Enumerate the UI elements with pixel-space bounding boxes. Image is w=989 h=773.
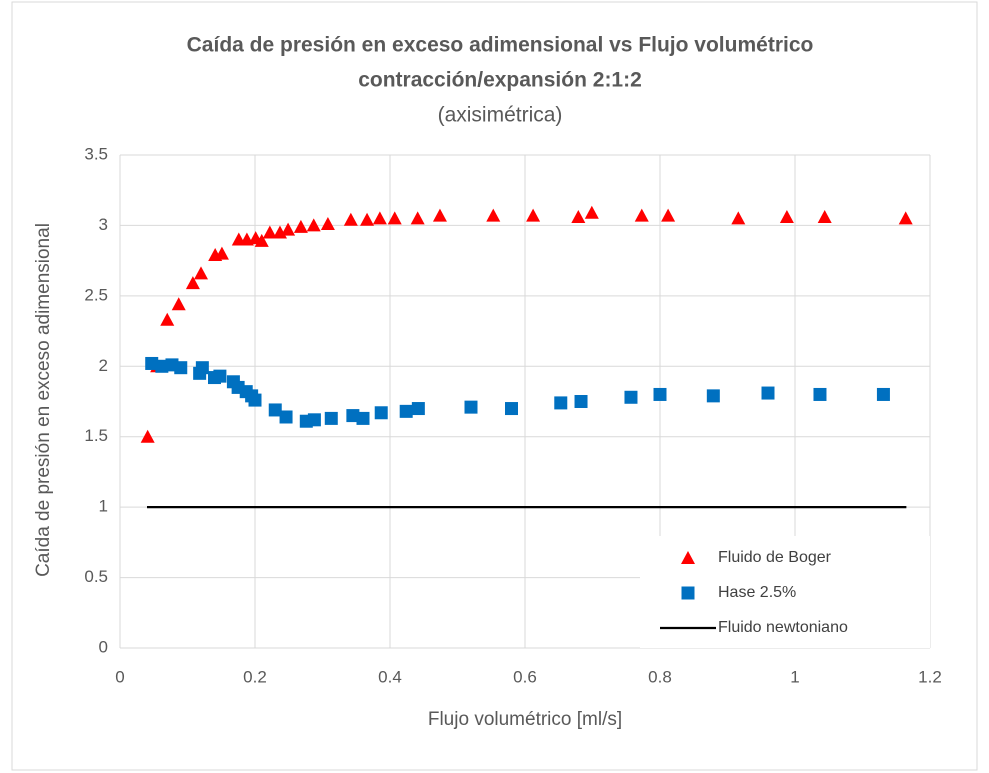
chart-title: contracción/expansión 2:1:2 [358, 69, 642, 92]
square-marker [145, 356, 159, 370]
triangle-marker [372, 211, 387, 225]
y-tick-label: 3.5 [84, 144, 108, 163]
square-marker [195, 361, 209, 375]
x-tick-label: 0.4 [378, 667, 402, 686]
legend-label: Fluido de Boger [718, 549, 832, 566]
legend-label: Fluido newtoniano [718, 619, 848, 636]
legend-marker [681, 586, 695, 600]
triangle-marker [410, 211, 425, 225]
square-marker [346, 409, 360, 423]
triangle-marker [731, 211, 746, 225]
triangle-marker [214, 246, 229, 260]
square-marker [574, 395, 588, 408]
triangle-marker [526, 208, 541, 222]
triangle-marker [281, 222, 296, 236]
square-marker [624, 390, 638, 404]
square-marker [399, 404, 413, 418]
square-marker [356, 411, 370, 425]
triangle-marker [254, 233, 269, 247]
square-marker [761, 386, 775, 400]
triangle-marker [160, 312, 175, 326]
chart-subtitle: (axisimétrica) [438, 104, 563, 127]
square-marker [248, 393, 262, 407]
square-marker [554, 396, 568, 410]
square-marker [174, 361, 188, 375]
square-marker [464, 400, 478, 414]
triangle-marker [306, 218, 321, 232]
triangle-marker [898, 211, 913, 225]
triangle-marker [293, 219, 308, 233]
x-tick-label: 0.2 [243, 667, 267, 686]
y-tick-label: 1.5 [84, 426, 108, 445]
x-tick-label: 1.2 [918, 667, 942, 686]
triangle-marker [661, 208, 676, 222]
triangle-marker [171, 297, 186, 311]
square-marker [653, 387, 667, 401]
square-marker [307, 413, 321, 427]
triangle-marker [634, 208, 649, 222]
square-marker [324, 411, 338, 425]
triangle-marker [584, 205, 599, 219]
square-marker [268, 403, 282, 417]
legend: Fluido de Boger Hase 2.5% Fluido newtonian… [640, 536, 930, 648]
square-marker [813, 387, 827, 401]
square-marker [155, 359, 169, 373]
y-tick-label: 2 [99, 356, 108, 375]
y-tick-label: 1 [99, 497, 108, 516]
square-marker [279, 410, 293, 424]
triangle-marker [387, 211, 402, 225]
square-marker [411, 402, 425, 416]
y-tick-label: 0.5 [84, 567, 108, 586]
legend-marker [681, 551, 695, 564]
triangle-marker [432, 208, 447, 222]
x-tick-label: 0.8 [648, 667, 672, 686]
legend-label: Hase 2.5% [718, 584, 796, 601]
triangle-marker [194, 266, 208, 280]
x-tick-label: 1 [790, 667, 799, 686]
triangle-marker [262, 225, 277, 239]
triangle-marker [779, 209, 794, 223]
y-tick-label: 2.5 [84, 285, 108, 304]
triangle-marker [140, 429, 155, 443]
y-tick-label: 3 [99, 215, 108, 234]
x-axis-label: Flujo volumétrico [ml/s] [428, 709, 622, 730]
square-marker [706, 389, 720, 403]
square-marker [374, 406, 388, 420]
triangle-marker [185, 276, 200, 290]
chart-title: Caída de presión en exceso adimensional … [187, 34, 814, 57]
square-marker [213, 369, 227, 383]
triangle-marker [817, 209, 832, 223]
triangle-marker [571, 209, 586, 223]
triangle-marker [343, 212, 358, 226]
triangle-marker [320, 217, 335, 231]
square-marker [876, 387, 890, 401]
triangle-marker [360, 212, 375, 226]
x-tick-label: 0.6 [513, 667, 537, 686]
x-tick-label: 0 [115, 667, 124, 686]
triangle-marker [486, 208, 501, 222]
y-tick-label: 0 [99, 637, 108, 656]
y-axis-label: Caída de presión en exceso adimensional [33, 223, 54, 577]
square-marker [505, 402, 518, 416]
